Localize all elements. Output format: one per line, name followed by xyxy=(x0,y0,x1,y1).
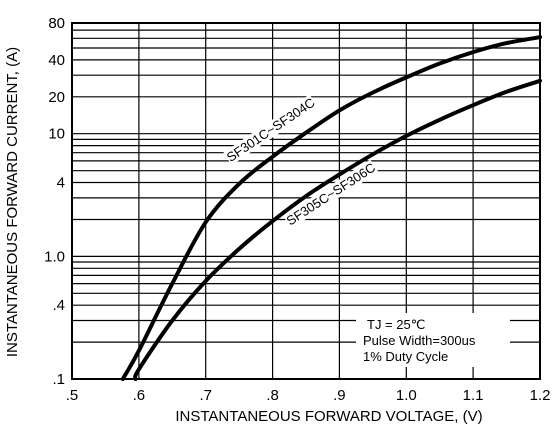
y-tick-label: 20 xyxy=(48,89,65,106)
x-tick-label: 1.0 xyxy=(396,387,417,404)
x-tick-label: .7 xyxy=(199,387,212,404)
conditions-temperature: TJ = 25℃ xyxy=(367,317,425,332)
x-tick-labels: .5 .6 .7 .8 .9 1.0 1.1 1.2 xyxy=(66,387,551,404)
series-label-background xyxy=(283,159,379,229)
conditions-duty-cycle: 1% Duty Cycle xyxy=(363,349,448,364)
conditions-box: TJ = 25℃ Pulse Width=300us 1% Duty Cycle xyxy=(356,313,510,367)
x-tick-label: .5 xyxy=(66,387,79,404)
conditions-box-background xyxy=(356,313,510,367)
series-sf305c-sf306c-line xyxy=(133,78,542,381)
series-layer xyxy=(120,35,542,381)
y-tick-label: 40 xyxy=(48,52,65,69)
series-label-group: SF305C~SF306C xyxy=(283,159,379,229)
y-axis-title: INSTANTANEOUS FORWARD CURRENT, (A) xyxy=(4,47,21,357)
x-axis-title: INSTANTANEOUS FORWARD VOLTAGE, (V) xyxy=(175,408,482,425)
y-tick-label: 10 xyxy=(48,126,65,143)
x-tick-label: .8 xyxy=(266,387,279,404)
y-tick-labels: .1 .4 1.0 4 10 20 40 80 xyxy=(44,15,65,388)
x-tick-label: 1.2 xyxy=(530,387,551,404)
series-label: SF305C~SF306C xyxy=(284,160,379,229)
plot-frame xyxy=(71,22,541,380)
y-tick-label: 4 xyxy=(57,175,65,192)
series-label-background xyxy=(223,94,318,166)
x-tick-label: 1.1 xyxy=(463,387,484,404)
series-label: SF301C~SF304C xyxy=(224,95,318,165)
y-tick-label: 1.0 xyxy=(44,248,65,265)
y-tick-label: .1 xyxy=(52,371,65,388)
grid-layer xyxy=(71,22,541,380)
y-tick-label: 80 xyxy=(48,15,65,32)
conditions-pulse-width: Pulse Width=300us xyxy=(363,333,476,348)
x-tick-label: .9 xyxy=(333,387,346,404)
series-sf301c-sf304c-line xyxy=(120,35,542,381)
x-tick-label: .6 xyxy=(133,387,146,404)
series-label-group: SF301C~SF304C xyxy=(223,94,318,166)
y-tick-label: .4 xyxy=(52,297,65,314)
